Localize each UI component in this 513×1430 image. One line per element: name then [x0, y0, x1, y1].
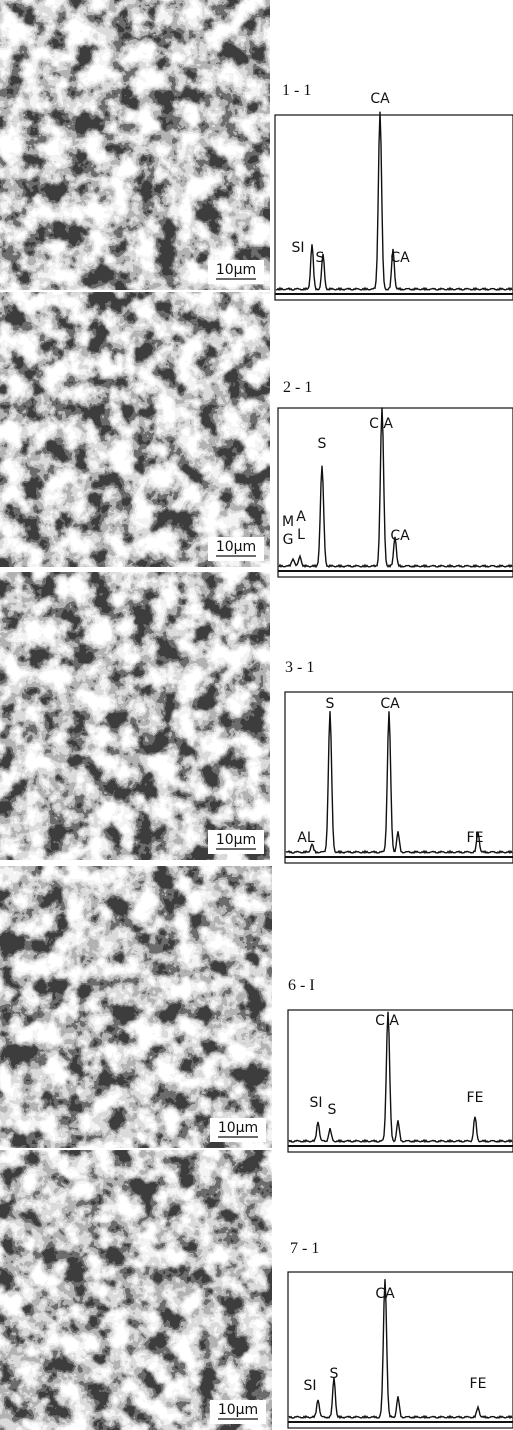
spectrum-frame	[288, 1272, 513, 1428]
panel-label: 3 - 1	[285, 659, 314, 676]
panel-label: 1 - 1	[282, 82, 311, 99]
peak-label: CA	[380, 696, 400, 712]
peak-label: SI	[303, 1378, 316, 1394]
panel-label: 6 - I	[288, 977, 315, 994]
peak-label: S	[318, 436, 327, 452]
peak-label: SI	[291, 240, 304, 256]
peak-label: CA	[370, 91, 390, 107]
peak-label: S	[328, 1102, 337, 1118]
peak-label: C A	[369, 416, 393, 432]
peak-label: CA	[390, 250, 410, 266]
peak-label: FE	[470, 1376, 487, 1392]
sem-image	[0, 292, 270, 567]
peak-label: CA	[390, 528, 410, 544]
peak-label: FE	[467, 1090, 484, 1106]
panel-label: 7 - 1	[290, 1240, 319, 1257]
peak-label: SI	[309, 1095, 322, 1111]
spectrum	[289, 1012, 512, 1142]
peak-label: C A	[375, 1013, 399, 1029]
scale-bar-label: 10μm	[216, 262, 256, 278]
panel-label: 2 - 1	[283, 379, 312, 396]
peak-label: FE	[467, 830, 484, 846]
peak-label: AL	[297, 830, 315, 846]
spectrum	[289, 1279, 512, 1418]
peak-label: S	[330, 1366, 339, 1382]
spectrum-frame	[278, 408, 513, 577]
figure: 10μm1 - 1SISCACA10μm2 - 1MGALSC ACA10μm3…	[0, 0, 513, 1430]
scale-bar-label: 10μm	[216, 832, 256, 848]
scale-bar-label: 10μm	[218, 1120, 258, 1136]
sem-image	[0, 0, 270, 290]
sem-image	[0, 1150, 272, 1430]
scale-bar-label: 10μm	[216, 539, 256, 555]
sem-image	[0, 572, 270, 860]
peak-label: S	[316, 250, 325, 266]
peak-label: AL	[293, 509, 309, 545]
spectrum-frame	[288, 1010, 513, 1152]
scale-bar-label: 10μm	[218, 1402, 258, 1418]
sem-image	[0, 866, 272, 1148]
peak-label: S	[326, 696, 335, 712]
peak-label: CA	[375, 1286, 395, 1302]
